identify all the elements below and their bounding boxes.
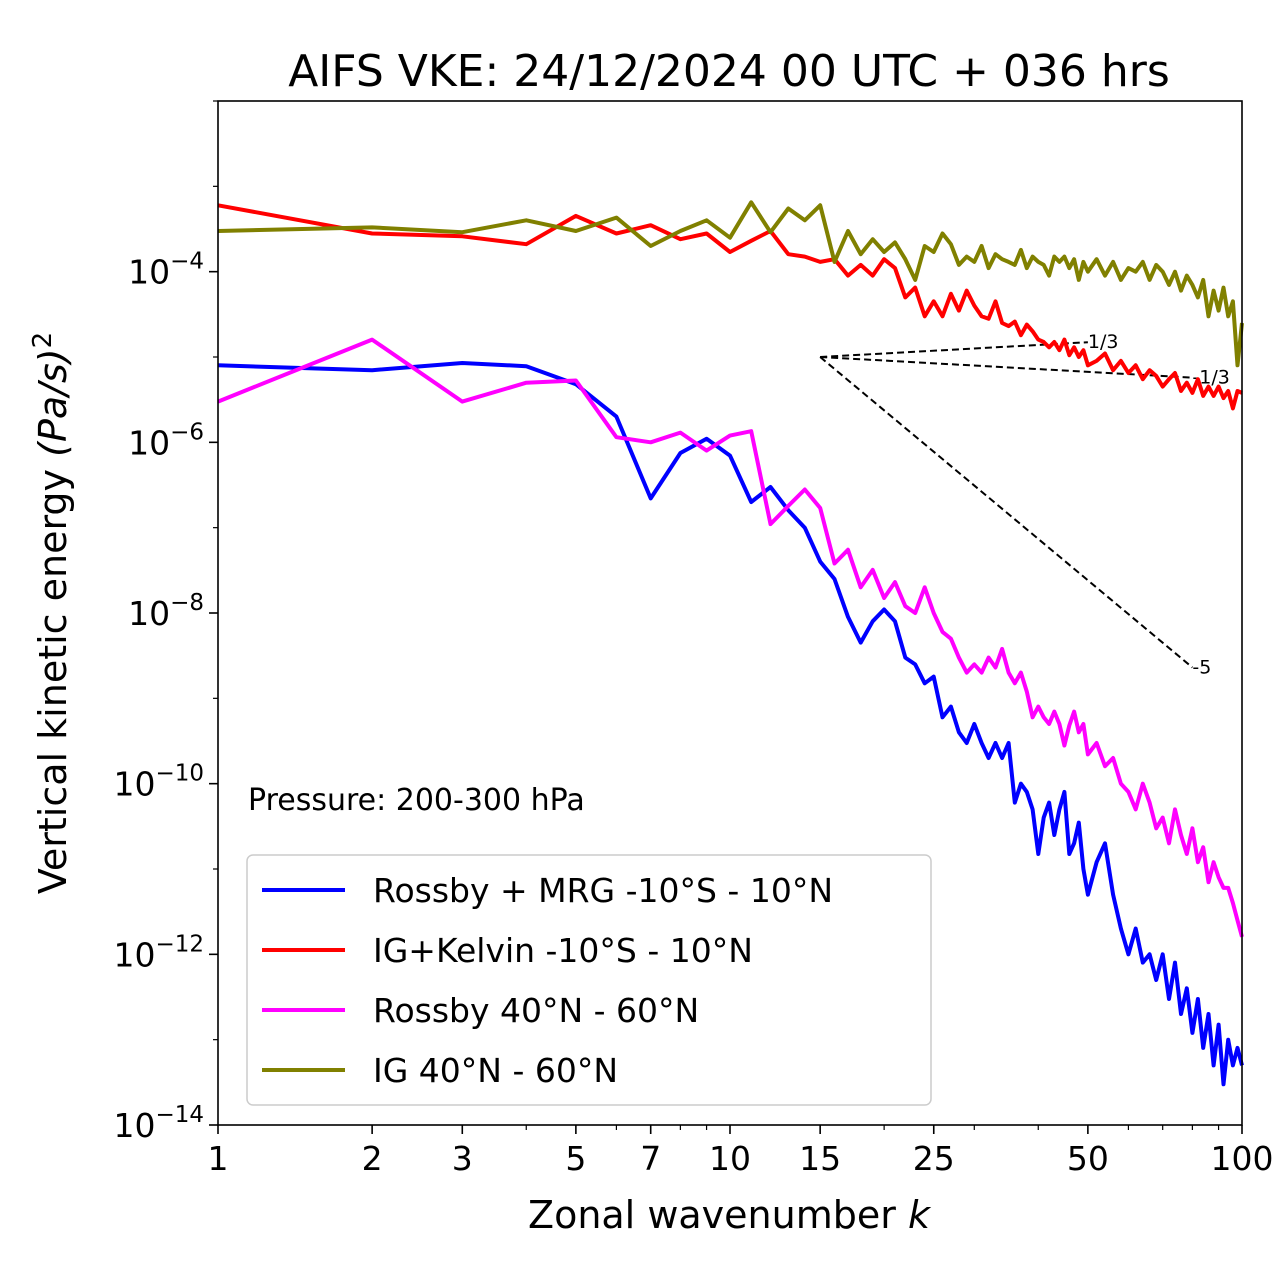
y-tick-label: 10−6 bbox=[128, 419, 204, 462]
x-axis-label: Zonal wavenumber k bbox=[528, 1193, 932, 1237]
x-tick-label: 7 bbox=[640, 1139, 661, 1178]
slope-line-3 bbox=[819, 356, 1194, 669]
x-tick-label: 50 bbox=[1067, 1139, 1109, 1178]
legend-label: Rossby + MRG -10°S - 10°N bbox=[373, 871, 833, 910]
legend-label: IG 40°N - 60°N bbox=[373, 1051, 618, 1090]
legend-label: IG+Kelvin -10°S - 10°N bbox=[373, 931, 753, 970]
x-tick-label: 2 bbox=[362, 1139, 383, 1178]
legend: Rossby + MRG -10°S - 10°N IG+Kelvin -10°S… bbox=[246, 854, 932, 1106]
pressure-annotation: Pressure: 200-300 hPa bbox=[248, 783, 585, 818]
series-line-3 bbox=[217, 337, 1244, 938]
x-tick-label: 10 bbox=[709, 1139, 751, 1178]
slope-label: -5 bbox=[1192, 656, 1211, 678]
x-tick-label: 3 bbox=[452, 1139, 473, 1178]
series-line-4 bbox=[217, 200, 1244, 368]
x-tick-label: 100 bbox=[1211, 1139, 1274, 1178]
legend-label: Rossby 40°N - 60°N bbox=[373, 991, 699, 1030]
y-tick-label: 10−10 bbox=[113, 761, 204, 804]
legend-box bbox=[246, 854, 932, 1106]
slope-label: -1/3 bbox=[1192, 367, 1229, 389]
x-tick-label: 15 bbox=[799, 1139, 841, 1178]
y-axis-label: Vertical kinetic energy (Pa/s)2 bbox=[28, 332, 75, 894]
y-tick-label: 10−12 bbox=[113, 931, 204, 974]
series-lines bbox=[217, 200, 1244, 1087]
series-line-1 bbox=[217, 361, 1244, 1087]
slope-line-1 bbox=[820, 341, 1088, 358]
x-axis-ticks: 1 2 3 5 7 10 15 25 50 100 bbox=[208, 1125, 1274, 1178]
series-line-2 bbox=[217, 203, 1243, 411]
reference-slope-lines: 1/3 -1/3 -5 bbox=[819, 331, 1230, 678]
x-tick-label: 1 bbox=[208, 1139, 229, 1178]
y-tick-label: 10−4 bbox=[128, 249, 204, 292]
chart-title: AIFS VKE: 24/12/2024 00 UTC + 036 hrs bbox=[288, 46, 1170, 97]
x-tick-label: 25 bbox=[913, 1139, 955, 1178]
x-tick-label: 5 bbox=[565, 1139, 586, 1178]
y-axis-ticks: 10−4 10−6 10−8 10−10 10−12 10−14 bbox=[113, 100, 218, 1145]
slope-label: 1/3 bbox=[1088, 331, 1119, 353]
slope-line-2 bbox=[820, 356, 1193, 379]
y-tick-label: 10−14 bbox=[113, 1102, 204, 1145]
y-tick-label: 10−8 bbox=[128, 590, 204, 633]
